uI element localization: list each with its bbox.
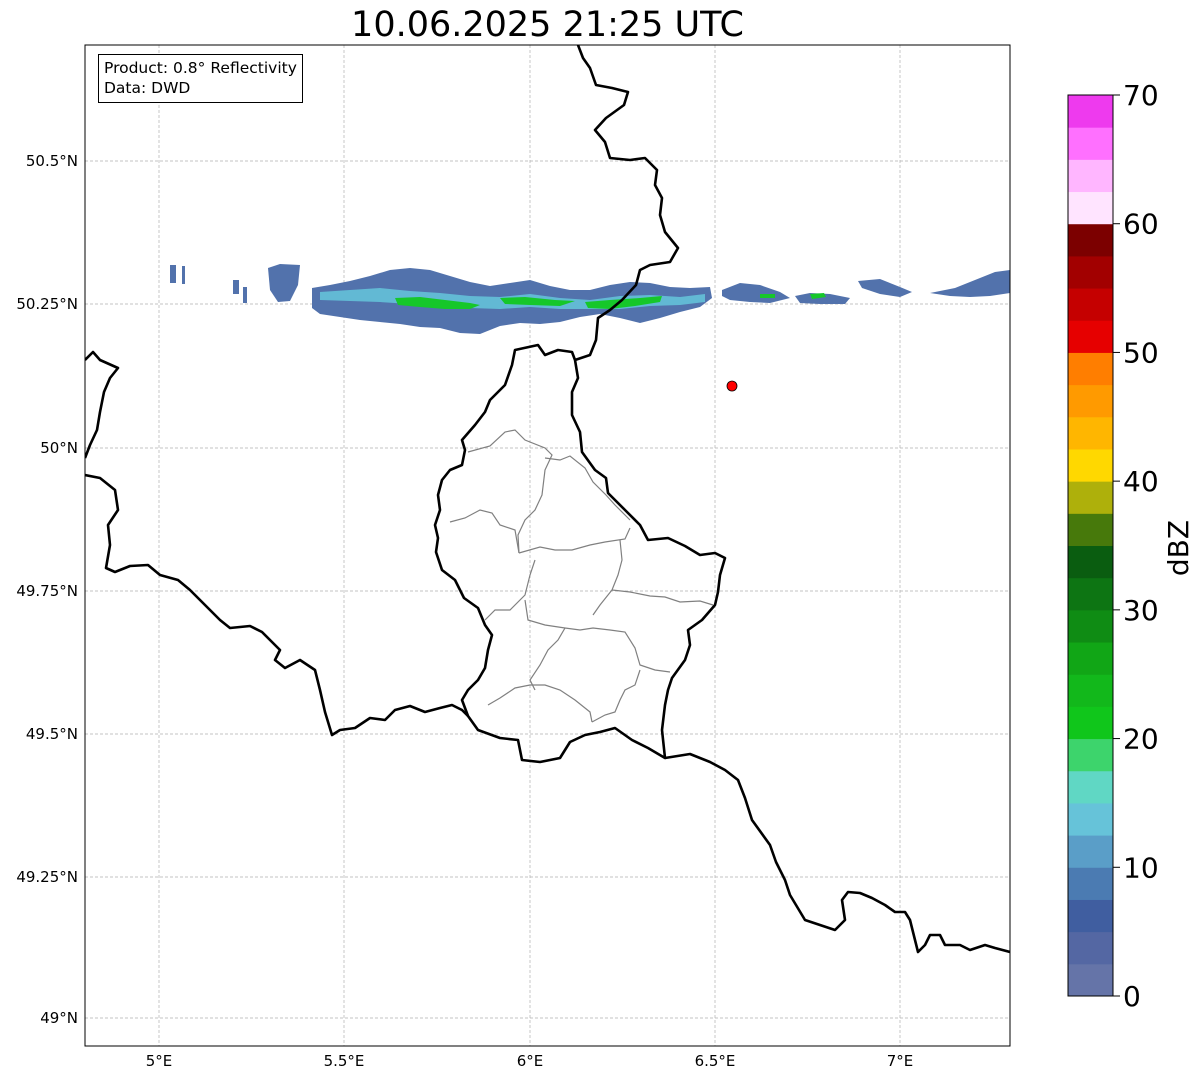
border-luxembourg <box>433 343 727 764</box>
radar-echo-band <box>170 264 1010 334</box>
lon-tick-labels: 5°E 5.5°E 6°E 6.5°E 7°E <box>146 1052 914 1070</box>
border-be-de <box>574 45 680 362</box>
country-borders <box>85 45 1010 954</box>
radar-echo-west-5 <box>243 287 247 303</box>
radar-echo-east-4 <box>930 270 1010 297</box>
border-be-fr-west <box>85 350 120 459</box>
radar-echo-core-4 <box>810 293 826 299</box>
radar-echo-east-3 <box>858 279 912 297</box>
border-fr-de <box>664 752 1010 954</box>
radar-echo-west-2 <box>170 265 176 283</box>
radar-echo-east-2 <box>795 293 850 304</box>
lon-label: 7°E <box>887 1052 914 1070</box>
radar-echo-core-5 <box>760 294 775 298</box>
lon-label: 6°E <box>517 1052 544 1070</box>
map-title: 10.06.2025 21:25 UTC <box>351 5 744 45</box>
radar-echo-core-3 <box>585 296 662 309</box>
lat-label: 49°N <box>40 1009 78 1027</box>
gridlines <box>85 45 1010 1046</box>
radar-echo-west-4 <box>233 280 239 294</box>
lat-label: 49.75°N <box>16 582 78 600</box>
lat-label: 50.5°N <box>26 152 78 170</box>
radar-echo-core-2 <box>500 297 575 306</box>
border-be-fr <box>85 473 469 737</box>
radar-echo-west-3 <box>182 266 185 284</box>
lon-label: 5°E <box>146 1052 173 1070</box>
lon-label: 5.5°E <box>324 1052 365 1070</box>
lon-label: 6.5°E <box>695 1052 736 1070</box>
lat-label: 50°N <box>40 439 78 457</box>
radar-site-marker <box>726 380 738 392</box>
lat-tick-labels: 50.5°N 50.25°N 50°N 49.75°N 49.5°N 49.25… <box>16 152 78 1027</box>
product-info-box: Product: 0.8° Reflectivity Data: DWD <box>98 54 303 103</box>
product-label: Product: 0.8° Reflectivity <box>104 59 297 77</box>
map-background <box>85 45 1010 1046</box>
map-frame <box>84 44 1011 1047</box>
radar-echo-west-1 <box>268 264 300 302</box>
canton-boundaries <box>449 429 714 723</box>
lat-label: 50.25°N <box>16 295 78 313</box>
radar-echo-core <box>395 297 480 309</box>
lat-label: 49.5°N <box>26 725 78 743</box>
data-source-label: Data: DWD <box>104 79 191 97</box>
lat-label: 49.25°N <box>16 868 78 886</box>
